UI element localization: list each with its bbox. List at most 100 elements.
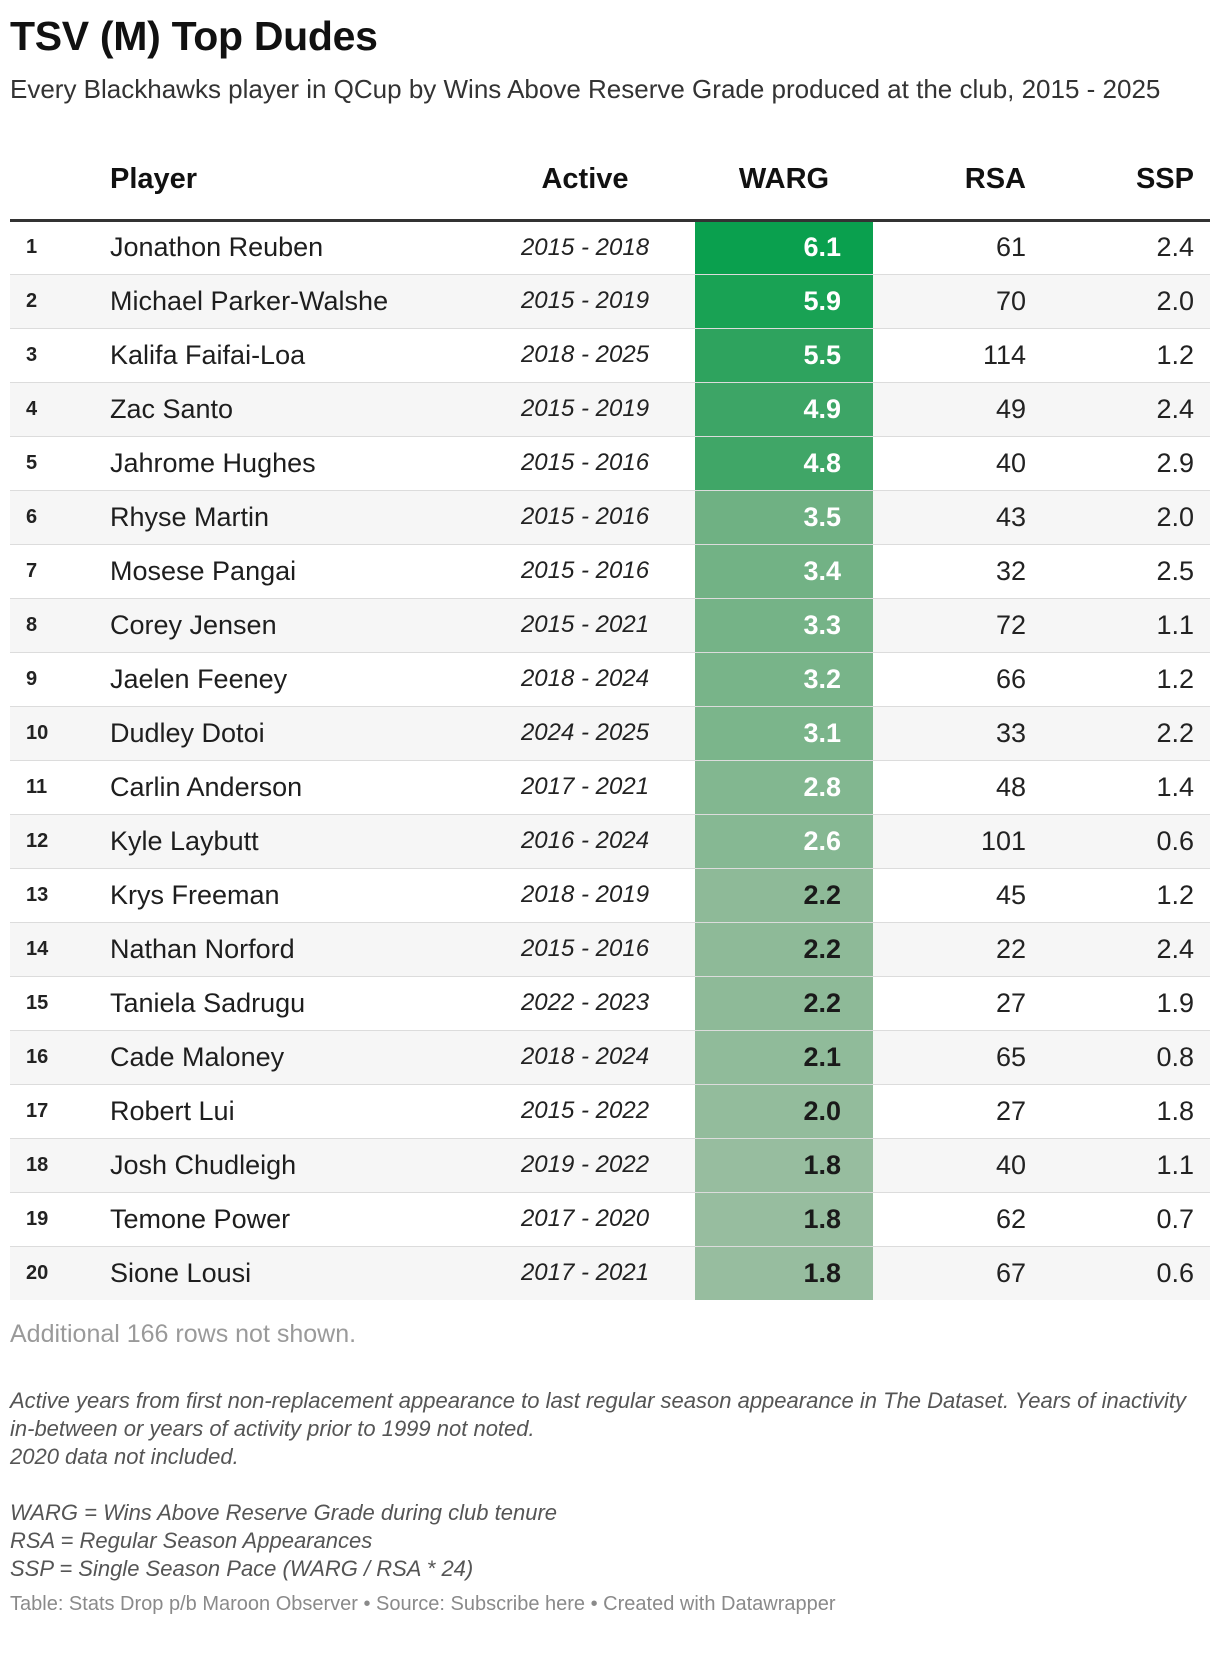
warg-cell: 3.4	[695, 544, 873, 598]
column-header-warg[interactable]: WARG	[695, 150, 873, 222]
active-years-cell: 2015 - 2016	[520, 503, 650, 530]
active-years-cell: 2019 - 2022	[520, 1151, 650, 1178]
active-years-cell: 2017 - 2020	[520, 1205, 650, 1232]
warg-cell: 5.5	[695, 328, 873, 382]
player-name-cell: Josh Chudleigh	[110, 1149, 297, 1180]
rsa-cell: 27	[995, 987, 1026, 1018]
ssp-cell: 2.0	[1156, 285, 1194, 316]
warg-cell: 6.1	[695, 220, 873, 274]
additional-rows-note: Additional 166 rows not shown.	[10, 1320, 357, 1348]
warg-cell: 4.8	[695, 436, 873, 490]
ssp-cell: 2.0	[1156, 501, 1194, 532]
warg-cell: 2.6	[695, 814, 873, 868]
definition-rsa: RSA = Regular Season Appearances	[10, 1528, 373, 1553]
rank-cell: 16	[26, 1045, 49, 1068]
table-row: 10 Dudley Dotoi 2024 - 2025 3.1 33 2.2	[10, 706, 1210, 760]
rank-cell: 6	[26, 505, 38, 528]
column-header-rank[interactable]	[10, 150, 110, 222]
ssp-cell: 2.2	[1156, 717, 1194, 748]
warg-cell: 2.2	[695, 976, 873, 1030]
rank-cell: 10	[26, 721, 49, 744]
active-years-cell: 2018 - 2025	[520, 341, 650, 368]
warg-cell: 1.8	[695, 1192, 873, 1246]
player-name-cell: Robert Lui	[110, 1095, 235, 1126]
table-row: 20 Sione Lousi 2017 - 2021 1.8 67 0.6	[10, 1246, 1210, 1300]
warg-cell: 2.8	[695, 760, 873, 814]
table-row: 19 Temone Power 2017 - 2020 1.8 62 0.7	[10, 1192, 1210, 1246]
table-row: 9 Jaelen Feeney 2018 - 2024 3.2 66 1.2	[10, 652, 1210, 706]
active-years-cell: 2024 - 2025	[520, 719, 650, 746]
active-years-cell: 2017 - 2021	[520, 1259, 650, 1287]
ssp-cell: 2.5	[1156, 555, 1194, 586]
chart-subtitle: Every Blackhawks player in QCup by Wins …	[10, 74, 1161, 104]
player-name-cell: Carlin Anderson	[110, 771, 303, 802]
table-row: 13 Krys Freeman 2018 - 2019 2.2 45 1.2	[10, 868, 1210, 922]
player-name-cell: Michael Parker-Walshe	[110, 285, 389, 316]
active-years-cell: 2022 - 2023	[520, 989, 650, 1016]
ssp-cell: 1.1	[1156, 1149, 1194, 1180]
column-header-player[interactable]: Player	[110, 150, 475, 222]
player-name-cell: Jaelen Feeney	[110, 663, 288, 694]
rsa-cell: 70	[995, 285, 1026, 316]
warg-cell: 3.1	[695, 706, 873, 760]
ssp-cell: 0.7	[1156, 1203, 1194, 1234]
active-years-cell: 2015 - 2016	[520, 557, 650, 584]
rsa-cell: 43	[995, 501, 1026, 532]
player-name-cell: Cade Maloney	[110, 1041, 285, 1072]
rank-cell: 14	[26, 937, 49, 960]
warg-cell: 4.9	[695, 382, 873, 436]
rank-cell: 18	[26, 1153, 49, 1176]
warg-cell: 3.5	[695, 490, 873, 544]
ssp-cell: 2.4	[1156, 933, 1194, 964]
rsa-cell: 67	[995, 1257, 1026, 1288]
warg-cell: 5.9	[695, 274, 873, 328]
rsa-cell: 101	[980, 825, 1026, 856]
player-name-cell: Krys Freeman	[110, 879, 280, 910]
column-header-ssp[interactable]: SSP	[1040, 150, 1210, 222]
active-years-cell: 2015 - 2018	[520, 233, 650, 261]
player-name-cell: Mosese Pangai	[110, 555, 297, 586]
rsa-cell: 72	[995, 609, 1026, 640]
active-years-cell: 2018 - 2024	[520, 665, 650, 692]
active-years-cell: 2015 - 2022	[520, 1097, 650, 1124]
ssp-cell: 1.1	[1156, 609, 1194, 640]
datawrapper-table-widget: TSV (M) Top Dudes Every Blackhawks playe…	[10, 0, 1210, 1616]
table-row: 12 Kyle Laybutt 2016 - 2024 2.6 101 0.6	[10, 814, 1210, 868]
table-row: 6 Rhyse Martin 2015 - 2016 3.5 43 2.0	[10, 490, 1210, 544]
player-name-cell: Dudley Dotoi	[110, 717, 265, 748]
active-years-cell: 2015 - 2016	[520, 935, 650, 962]
ssp-cell: 0.6	[1156, 825, 1194, 856]
rank-cell: 17	[26, 1099, 49, 1122]
active-years-cell: 2015 - 2021	[520, 611, 650, 638]
table-row: 7 Mosese Pangai 2015 - 2016 3.4 32 2.5	[10, 544, 1210, 598]
table-row: 11 Carlin Anderson 2017 - 2021 2.8 48 1.4	[10, 760, 1210, 814]
rsa-cell: 65	[995, 1041, 1026, 1072]
note-active-years: Active years from first non-replacement …	[10, 1388, 1186, 1441]
rsa-cell: 22	[995, 933, 1026, 964]
column-header-rsa[interactable]: RSA	[873, 150, 1040, 222]
rank-cell: 15	[26, 991, 49, 1014]
rank-cell: 1	[26, 236, 38, 258]
rank-cell: 5	[26, 451, 38, 474]
rsa-cell: 114	[982, 339, 1026, 370]
player-name-cell: Jonathon Reuben	[110, 232, 324, 262]
ssp-cell: 0.8	[1156, 1041, 1194, 1072]
rsa-cell: 48	[995, 771, 1026, 802]
rank-cell: 3	[26, 343, 38, 366]
table-row: 16 Cade Maloney 2018 - 2024 2.1 65 0.8	[10, 1030, 1210, 1084]
warg-cell: 1.8	[695, 1138, 873, 1192]
rank-cell: 9	[26, 667, 38, 690]
table-row: 1 Jonathon Reuben 2015 - 2018 6.1 61 2.4	[10, 220, 1210, 274]
definition-ssp: SSP = Single Season Pace (WARG / RSA * 2…	[10, 1556, 474, 1581]
ssp-cell: 1.9	[1156, 987, 1194, 1018]
player-name-cell: Sione Lousi	[110, 1257, 252, 1288]
table-row: 8 Corey Jensen 2015 - 2021 3.3 72 1.1	[10, 598, 1210, 652]
table-header: Player Active WARG RSA SSP	[10, 150, 1210, 222]
definition-warg: WARG = Wins Above Reserve Grade during c…	[10, 1500, 558, 1525]
warg-cell: 3.2	[695, 652, 873, 706]
table-row: 2 Michael Parker-Walshe 2015 - 2019 5.9 70 2.…	[10, 274, 1210, 328]
column-header-active[interactable]: Active	[475, 150, 695, 222]
table-row: 17 Robert Lui 2015 - 2022 2.0 27 1.8	[10, 1084, 1210, 1138]
player-name-cell: Zac Santo	[110, 393, 234, 424]
rsa-cell: 32	[995, 555, 1026, 586]
